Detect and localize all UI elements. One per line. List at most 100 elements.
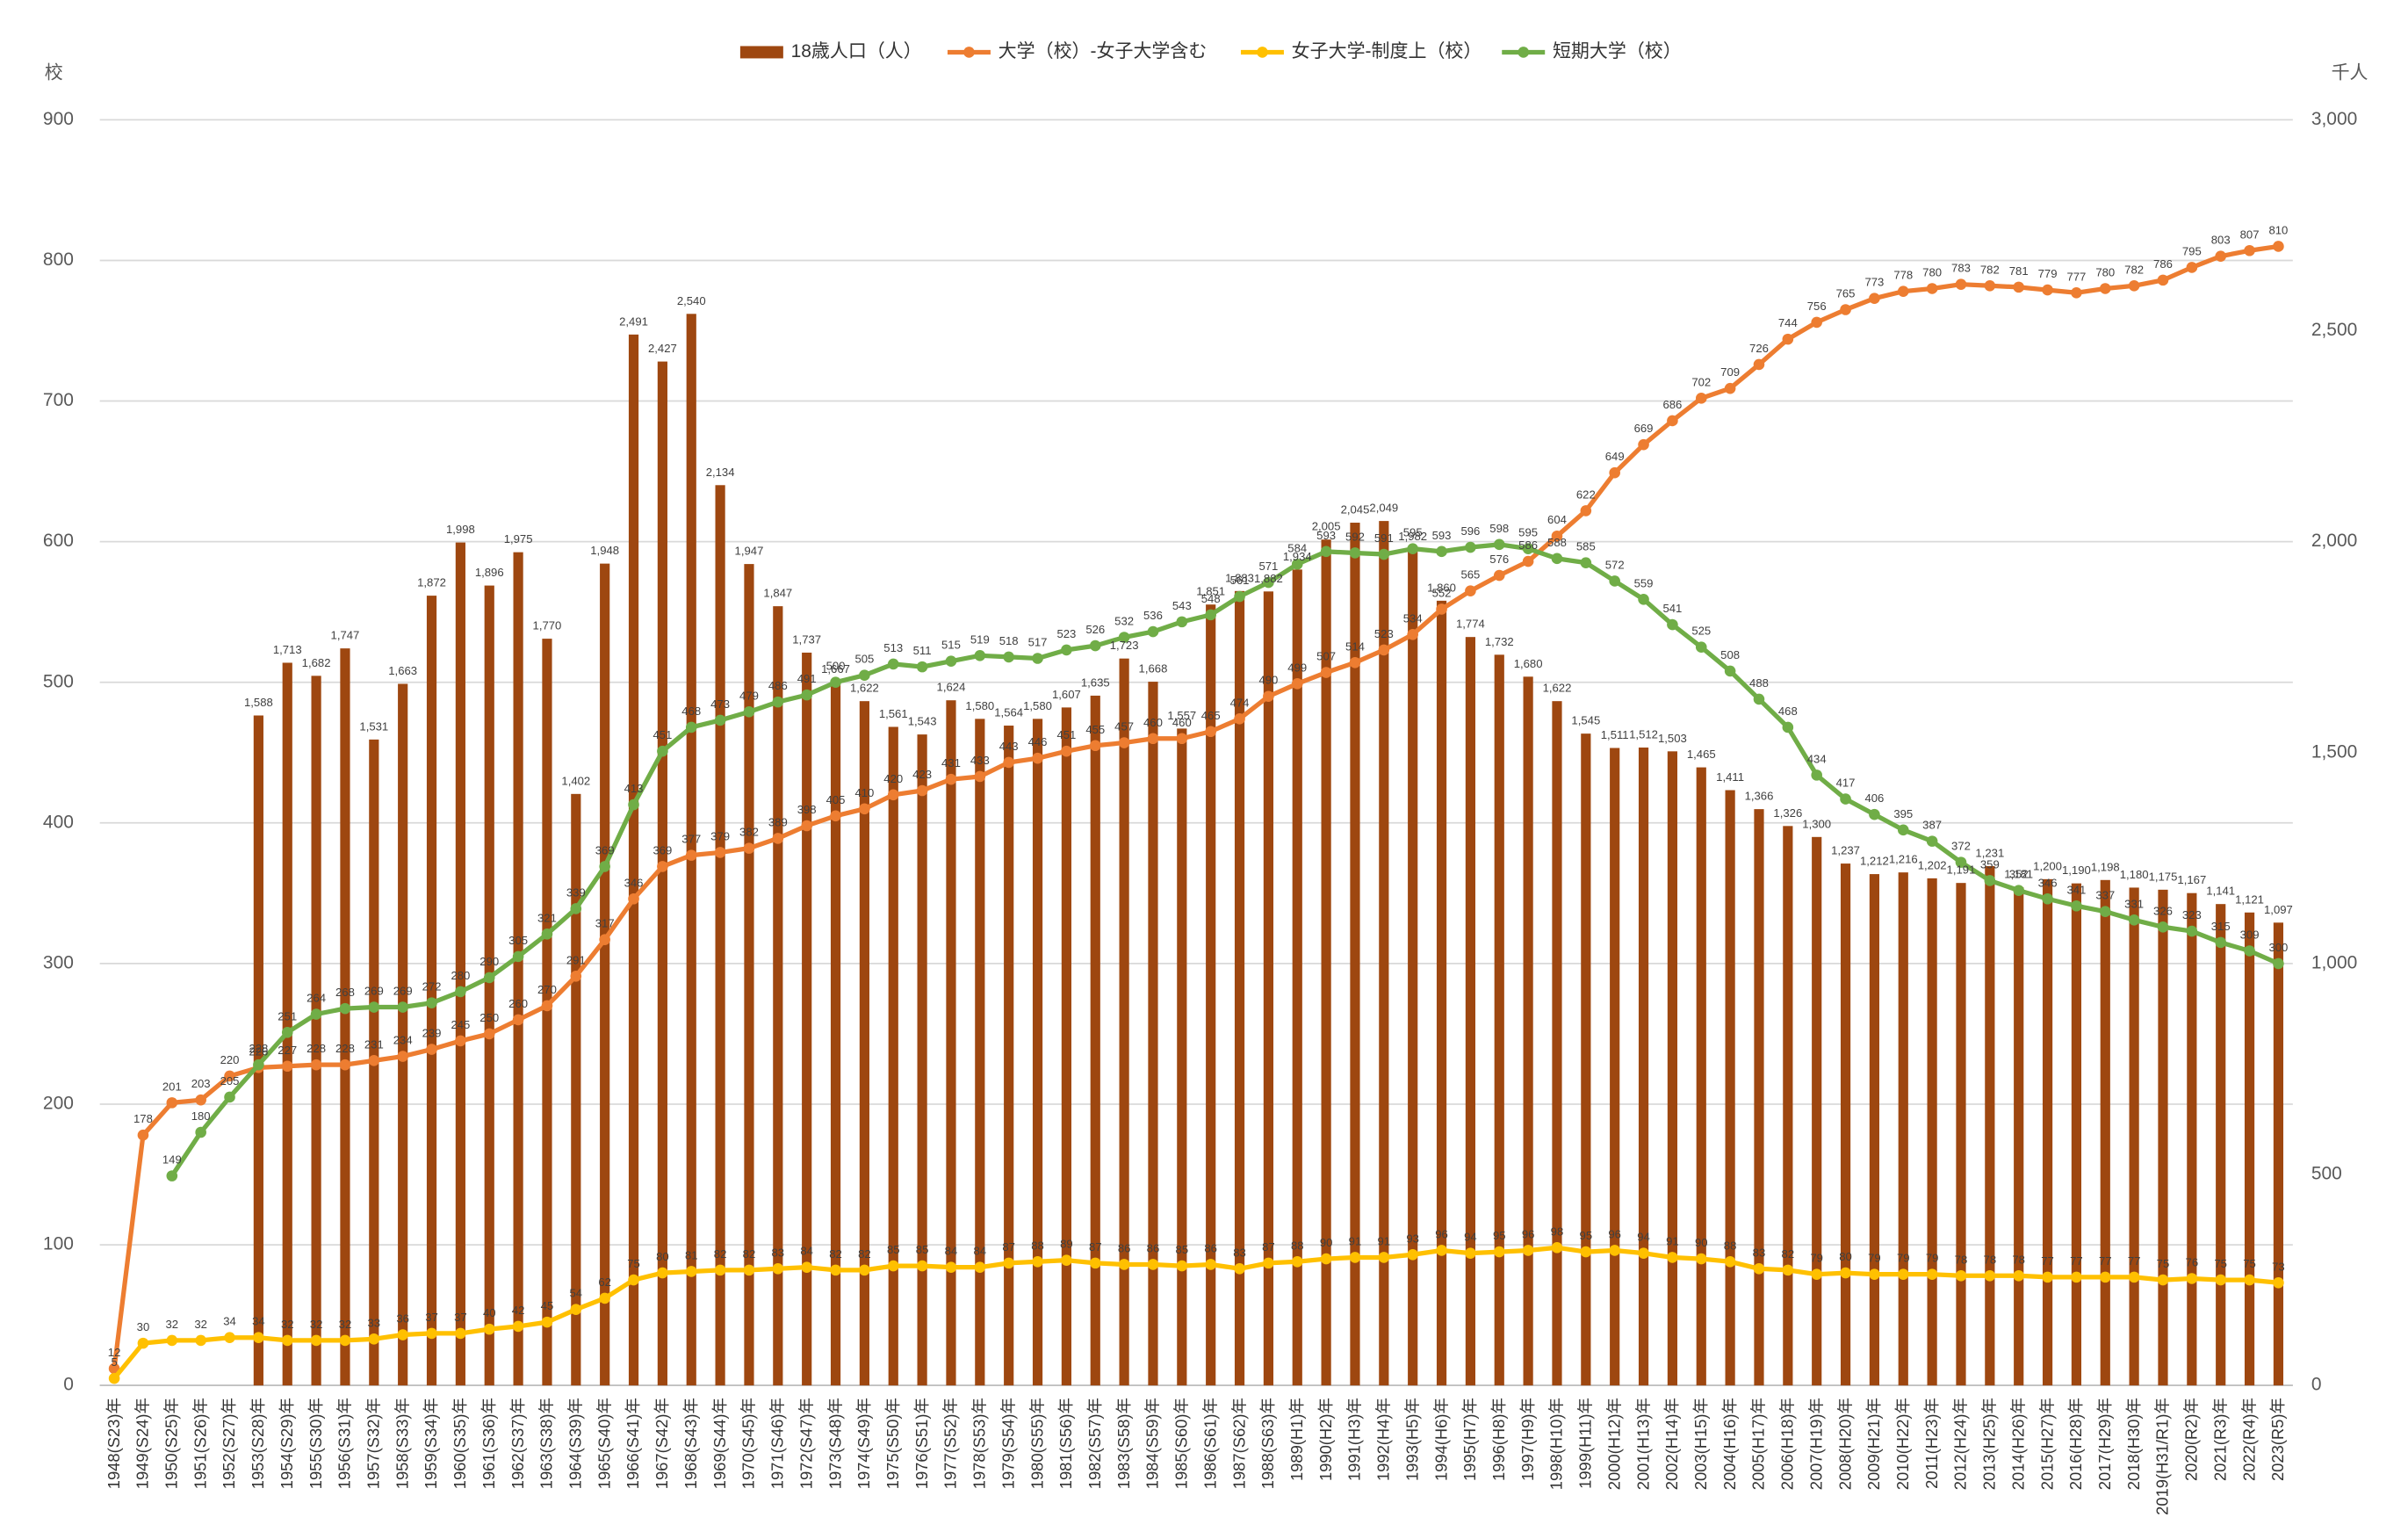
x-tick-label: 1975(S50)年 bbox=[883, 1398, 902, 1489]
data-label: 460 bbox=[1172, 716, 1192, 729]
data-label: 433 bbox=[970, 754, 990, 767]
data-label: 532 bbox=[1114, 615, 1134, 628]
data-label: 91 bbox=[1349, 1234, 1362, 1247]
marker bbox=[1724, 665, 1736, 677]
data-label: 423 bbox=[912, 768, 932, 781]
data-label: 1,216 bbox=[1889, 853, 1918, 866]
data-label: 1,635 bbox=[1081, 676, 1110, 689]
data-label: 514 bbox=[1345, 639, 1365, 653]
data-label: 1,200 bbox=[2033, 859, 2062, 872]
marker bbox=[137, 1129, 149, 1141]
marker bbox=[1118, 632, 1130, 643]
bar bbox=[1581, 733, 1591, 1386]
marker bbox=[1436, 546, 1447, 558]
data-label: 331 bbox=[2124, 897, 2144, 910]
bar bbox=[513, 552, 523, 1386]
marker bbox=[1205, 726, 1216, 738]
marker bbox=[1638, 593, 1649, 605]
bar bbox=[1638, 748, 1649, 1386]
marker bbox=[1061, 745, 1072, 757]
marker bbox=[1205, 1259, 1216, 1270]
x-tick-label: 2001(H13)年 bbox=[1633, 1398, 1652, 1490]
data-label: 1,747 bbox=[331, 629, 360, 642]
marker bbox=[1897, 285, 1909, 297]
data-label: 1,622 bbox=[1543, 682, 1572, 695]
bar bbox=[1667, 751, 1678, 1386]
data-label: 88 bbox=[1724, 1239, 1737, 1252]
marker bbox=[1493, 569, 1505, 582]
data-label: 559 bbox=[1634, 576, 1654, 589]
data-label: 201 bbox=[162, 1080, 182, 1093]
marker bbox=[772, 696, 784, 708]
data-label: 309 bbox=[2240, 928, 2260, 941]
bar bbox=[802, 652, 812, 1386]
bar bbox=[1408, 549, 1418, 1386]
marker bbox=[685, 849, 697, 861]
marker bbox=[628, 892, 639, 905]
marker bbox=[224, 1070, 235, 1082]
marker bbox=[1493, 538, 1505, 551]
x-tick-label: 1959(S34)年 bbox=[422, 1398, 440, 1489]
data-label: 80 bbox=[1839, 1250, 1852, 1263]
legend-swatch bbox=[739, 46, 783, 59]
data-label: 595 bbox=[1518, 526, 1538, 539]
marker bbox=[1176, 616, 1188, 628]
marker bbox=[1349, 1252, 1361, 1263]
marker bbox=[368, 1333, 380, 1345]
data-label: 98 bbox=[1551, 1225, 1564, 1238]
data-label: 457 bbox=[1114, 720, 1134, 733]
data-label: 786 bbox=[2153, 257, 2173, 271]
marker bbox=[1147, 1259, 1159, 1270]
x-tick-label: 1983(S58)年 bbox=[1114, 1398, 1133, 1489]
data-label: 1,190 bbox=[2062, 863, 2091, 877]
bar bbox=[1956, 883, 1966, 1386]
data-label: 372 bbox=[1951, 840, 1971, 853]
marker bbox=[945, 1261, 957, 1273]
data-label: 37 bbox=[454, 1311, 467, 1324]
data-label: 780 bbox=[1922, 265, 1942, 278]
x-tick-label: 1981(S56)年 bbox=[1056, 1398, 1075, 1489]
marker bbox=[830, 810, 841, 822]
data-label: 78 bbox=[2012, 1253, 2025, 1266]
x-tick-label: 2017(H29)年 bbox=[2095, 1398, 2114, 1490]
marker bbox=[2186, 1273, 2198, 1284]
data-label: 552 bbox=[1432, 586, 1452, 599]
x-tick-label: 2022(R4)年 bbox=[2239, 1398, 2258, 1481]
x-tick-label: 1950(S25)年 bbox=[162, 1398, 181, 1489]
bar bbox=[1696, 767, 1706, 1386]
data-label: 90 bbox=[1695, 1236, 1708, 1249]
marker bbox=[657, 861, 668, 872]
data-label: 1,543 bbox=[908, 715, 937, 728]
data-label: 205 bbox=[220, 1074, 240, 1087]
marker bbox=[801, 689, 812, 701]
marker bbox=[368, 1001, 380, 1013]
marker bbox=[1465, 1247, 1476, 1259]
marker bbox=[1291, 678, 1303, 690]
marker bbox=[1580, 505, 1592, 517]
data-label: 86 bbox=[1118, 1241, 1131, 1254]
bar bbox=[1206, 604, 1216, 1386]
data-label: 45 bbox=[541, 1299, 554, 1312]
marker bbox=[426, 1327, 437, 1340]
data-label: 2,005 bbox=[1312, 520, 1341, 533]
data-label: 1,300 bbox=[1802, 817, 1831, 830]
x-tick-label: 1958(S33)年 bbox=[393, 1398, 411, 1489]
y-tick-label: 200 bbox=[43, 1094, 74, 1114]
data-label: 2,049 bbox=[1369, 502, 1398, 515]
marker bbox=[974, 1261, 986, 1273]
bar bbox=[773, 606, 783, 1386]
data-label: 339 bbox=[566, 885, 586, 899]
marker bbox=[483, 972, 495, 984]
marker bbox=[224, 1332, 235, 1344]
data-label: 228 bbox=[335, 1042, 355, 1055]
marker bbox=[1407, 629, 1418, 640]
marker bbox=[743, 706, 755, 718]
marker bbox=[1291, 1255, 1303, 1268]
data-label: 431 bbox=[941, 756, 961, 770]
marker bbox=[1638, 438, 1649, 451]
data-label: 37 bbox=[425, 1311, 438, 1324]
marker bbox=[1407, 1248, 1418, 1261]
x-tick-label: 1973(S48)年 bbox=[825, 1398, 844, 1489]
marker bbox=[1955, 856, 1967, 868]
data-label: 1,883 bbox=[1225, 571, 1254, 584]
